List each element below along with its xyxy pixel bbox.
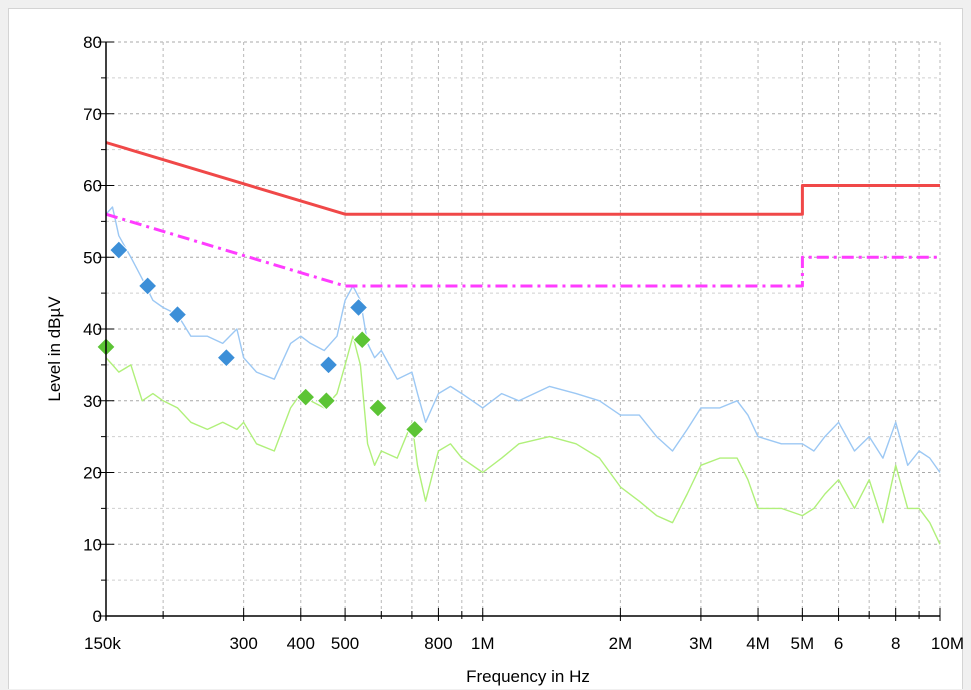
grid — [106, 41, 941, 616]
diamond-marker — [109, 240, 129, 260]
emission-chart: 0 10 20 30 40 50 60 70 80 150k 300 400 500 800 1M 2M 3M 4… — [45, 33, 964, 686]
x-axis-title: Frequency in Hz — [466, 667, 590, 686]
diamond-marker — [352, 330, 372, 350]
limit-line-solid — [105, 141, 940, 216]
diamond-marker — [167, 304, 188, 325]
y-tick-label: 40 — [83, 320, 102, 339]
marker-layer — [96, 240, 425, 440]
trace-line-1 — [105, 335, 941, 545]
x-tick-label: 4M — [746, 634, 770, 653]
diamond-marker — [368, 398, 388, 418]
diamond-marker — [216, 347, 237, 368]
y-tick-label: 10 — [83, 535, 102, 554]
trace-line-0 — [105, 206, 941, 473]
x-tick-label: 800 — [424, 634, 452, 653]
limit-line-dashdot — [105, 212, 940, 288]
y-tick-label: 60 — [83, 177, 102, 196]
tick-labels: 0 10 20 30 40 50 60 70 80 150k 300 400 500 800 1M 2M 3M 4… — [83, 33, 964, 653]
x-tick-label: 3M — [689, 634, 713, 653]
chart-panel: 0 10 20 30 40 50 60 70 80 150k 300 400 500 800 1M 2M 3M 4… — [8, 8, 964, 689]
y-tick-label: 70 — [83, 105, 102, 124]
y-tick-label: 20 — [83, 464, 102, 483]
y-tick-label: 0 — [93, 607, 102, 626]
diamond-marker — [295, 387, 316, 407]
y-axis-title: Level in dBµV — [45, 296, 64, 402]
y-tick-label: 50 — [83, 248, 102, 267]
x-tick-label: 8 — [891, 634, 900, 653]
x-tick-label: 300 — [229, 634, 257, 653]
x-tick-label: 400 — [287, 634, 315, 653]
diamond-marker — [137, 276, 158, 296]
x-tick-label: 5M — [791, 634, 815, 653]
x-tick-label: 150k — [84, 634, 121, 653]
x-tick-label: 2M — [609, 634, 633, 653]
x-tick-label: 10M — [931, 634, 964, 653]
diamond-marker — [318, 355, 339, 375]
axes — [98, 41, 941, 621]
y-tick-label: 30 — [83, 392, 102, 411]
series-layer — [105, 141, 941, 545]
y-tick-label: 80 — [83, 33, 102, 52]
diamond-marker — [405, 419, 425, 440]
x-tick-label: 6 — [834, 634, 843, 653]
x-tick-label: 500 — [331, 634, 359, 653]
diamond-marker — [348, 297, 369, 318]
x-tick-label: 1M — [471, 634, 495, 653]
diamond-marker — [316, 391, 337, 411]
